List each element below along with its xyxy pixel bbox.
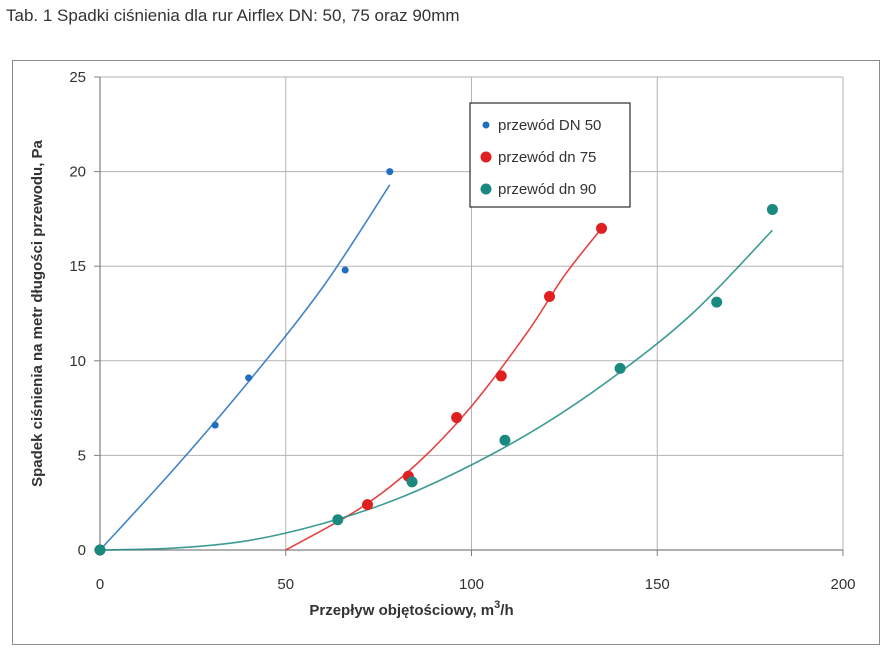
data-point-series-0 (341, 266, 349, 274)
legend: przewód DN 50 przewód dn 75 przewód dn 90 (469, 102, 631, 208)
y-tick-label: 25 (69, 69, 86, 86)
x-tick-label: 100 (459, 576, 484, 593)
data-point-series-0 (211, 421, 219, 429)
data-point-series-1 (544, 290, 556, 302)
data-point-series-2 (614, 362, 626, 374)
grid-layer (100, 76, 844, 550)
data-point-series-1 (451, 412, 463, 424)
x-tick-label: 200 (830, 576, 855, 593)
data-point-series-1 (361, 499, 373, 511)
y-tick-label: 5 (78, 447, 86, 464)
legend-marker-series-0 (482, 121, 490, 129)
x-axis-title-superscript: 3 (494, 599, 500, 611)
x-axis-title-main: Przepływ objętościowy, m (309, 602, 494, 619)
x-tick-label: 50 (277, 576, 294, 593)
x-axis-title-tail: /h (500, 602, 513, 619)
data-point-series-1 (596, 222, 608, 234)
chart-frame (12, 60, 880, 645)
trend-layer (99, 184, 773, 551)
legend-marker-series-2 (480, 183, 492, 195)
y-tick-label: 15 (69, 258, 86, 275)
y-tick-label: 20 (69, 164, 86, 181)
legend-label-series-1: przewód dn 75 (498, 149, 596, 166)
legend-label-series-2: przewód dn 90 (498, 181, 596, 198)
trend-line-series-0 (99, 184, 391, 551)
y-tick-label: 0 (78, 542, 86, 559)
y-axis-title: Spadek ciśnienia na metr długości przewo… (29, 139, 46, 486)
data-point-series-2 (406, 476, 418, 488)
x-tick-label: 150 (645, 576, 670, 593)
trend-line-series-1 (285, 227, 603, 551)
data-point-series-2 (766, 203, 778, 215)
data-point-series-0 (386, 168, 394, 176)
x-tick-label: 0 (96, 576, 104, 593)
data-point-series-2 (499, 434, 511, 446)
x-axis-title: Przepływ objętościowy, m3/h (309, 599, 513, 619)
points-layer (94, 168, 778, 556)
legend-box (469, 102, 631, 208)
data-point-series-2 (94, 544, 106, 556)
chart-caption: Tab. 1 Spadki ciśnienia dla rur Airflex … (6, 6, 460, 25)
data-point-series-2 (711, 296, 723, 308)
data-point-series-0 (245, 374, 253, 382)
ticks-layer: 0 5 10 15 20 25 0 50 100 150 200 (69, 69, 855, 593)
trend-line-series-2 (99, 229, 773, 551)
legend-marker-series-1 (480, 151, 492, 163)
data-point-series-2 (332, 514, 344, 526)
legend-label-series-0: przewód DN 50 (498, 117, 601, 134)
y-tick-label: 10 (69, 353, 86, 370)
data-point-series-1 (495, 370, 507, 382)
